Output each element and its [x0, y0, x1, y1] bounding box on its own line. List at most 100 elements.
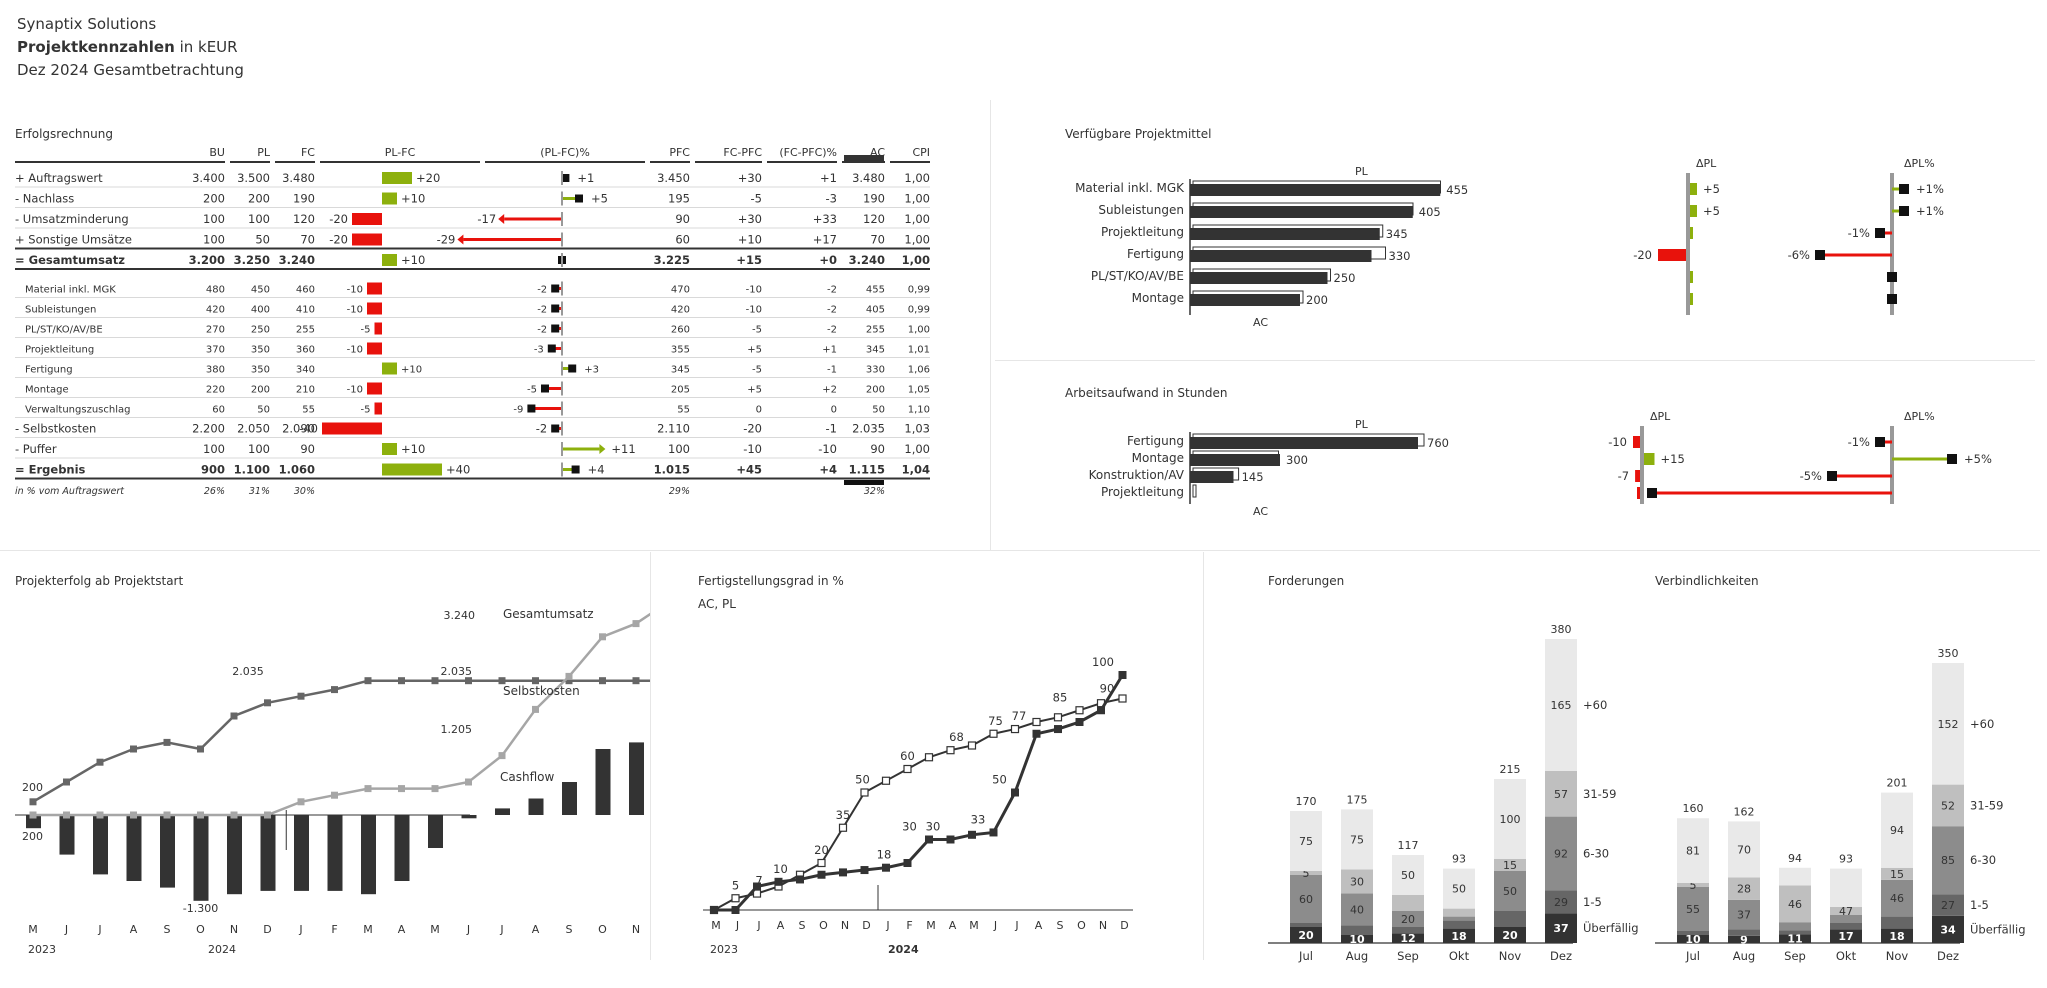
- cell-fcpfc: 0: [756, 405, 762, 416]
- pl-point: [1010, 724, 1020, 734]
- total-label: 93: [1839, 853, 1853, 866]
- cell-ac: 2.035: [852, 422, 885, 436]
- row-label: - Puffer: [15, 442, 57, 456]
- cell-pl: 3.250: [234, 253, 270, 267]
- row-label: Projektleitung: [25, 345, 94, 356]
- selbstkosten-point: [230, 712, 238, 720]
- segment-label: 50: [1452, 883, 1466, 896]
- delta-bar: [382, 172, 412, 184]
- delta-label: -5: [361, 325, 371, 336]
- ac-bar: [1190, 437, 1418, 449]
- month-label: A: [1035, 919, 1043, 932]
- month-label: M: [363, 923, 373, 936]
- cell-fcpfc: -10: [746, 285, 762, 296]
- ac-bar: [1190, 250, 1372, 262]
- gesamtumsatz-point: [532, 705, 539, 713]
- month-label: S: [1057, 919, 1064, 932]
- selbstkosten-point: [565, 677, 573, 685]
- delta-label: -10: [347, 385, 363, 396]
- month-label: J: [993, 919, 997, 932]
- stack-segment: [1881, 867, 1913, 880]
- pct-marker: [547, 344, 556, 353]
- cell-cpi: 1,00: [908, 325, 930, 336]
- cell-fcpfc: -5: [752, 365, 762, 376]
- cell-ac: 50: [872, 405, 885, 416]
- pct-marker: [551, 424, 560, 433]
- delta-label: -10: [347, 285, 363, 296]
- cell-pfc: 260: [671, 325, 690, 336]
- cell-pl: 31%: [249, 486, 270, 497]
- ac-point: [903, 859, 912, 867]
- stack-segment: [1677, 818, 1709, 883]
- pl-point: [817, 858, 826, 868]
- stack-segment: [1341, 925, 1373, 935]
- cell-fcpfcp: -10: [818, 442, 837, 456]
- cell-fc: 210: [296, 385, 315, 396]
- point-label: 10: [773, 862, 788, 876]
- ac-point: [796, 875, 804, 884]
- category-label: Fertigung: [1127, 247, 1184, 261]
- category-label: Jul: [1298, 949, 1313, 963]
- segment-label: 20: [1298, 929, 1314, 942]
- month-label: F: [906, 919, 912, 932]
- selbstkosten-point: [264, 699, 271, 707]
- segment-label: 28: [1737, 883, 1751, 896]
- delta-pct-label: +1%: [1916, 182, 1944, 196]
- segment-label: 17: [1838, 930, 1853, 943]
- delta-bar: [382, 192, 397, 205]
- cashflow-bar: [361, 815, 376, 895]
- delta-pct-marker: [1647, 488, 1657, 498]
- divider-bottom-2: [1203, 552, 1204, 960]
- stack-segment: [1677, 931, 1709, 935]
- delta-label: +10: [401, 365, 422, 376]
- delta-label: +10: [401, 253, 425, 267]
- selbstkosten-point: [197, 745, 204, 753]
- cell-ac: 70: [870, 233, 885, 247]
- cell-cpi: 1,10: [908, 405, 930, 416]
- stack-segment: [1779, 930, 1811, 935]
- segment-label: 81: [1686, 845, 1700, 858]
- point-label: 50: [855, 773, 870, 787]
- row-label: Material inkl. MGK: [25, 285, 116, 296]
- stack-segment: [1830, 929, 1862, 943]
- cell-cpi: 1,00: [904, 171, 930, 185]
- selbstkosten-point: [599, 677, 606, 685]
- cashflow-bar: [93, 815, 108, 875]
- ac-bar: [1190, 294, 1300, 306]
- pct-marker: [568, 364, 577, 373]
- company-name: Synaptix Solutions: [17, 15, 157, 33]
- payables-chart: 1055581160Jul9372870162Aug114694Sep17479…: [1655, 647, 2026, 963]
- pct-arrow: [498, 214, 505, 224]
- point-label: 77: [1012, 709, 1027, 723]
- category-label: Subleistungen: [1098, 203, 1184, 217]
- month-label: M: [969, 919, 979, 932]
- cashflow-bar: [528, 798, 544, 815]
- stack-segment: [1677, 883, 1709, 887]
- selbstkosten-point: [632, 677, 640, 685]
- stack-segment: [1779, 934, 1811, 943]
- total-label: 170: [1296, 795, 1317, 808]
- month-label: D: [1120, 919, 1128, 932]
- month-label: A: [949, 919, 957, 932]
- cell-ac: 32%: [864, 486, 885, 497]
- pct-marker: [551, 304, 560, 313]
- report-title-bold: Projektkennzahlen: [17, 38, 175, 56]
- stack-segment: [1545, 913, 1577, 943]
- delta-bar: [1635, 470, 1640, 482]
- gesamtumsatz-point: [63, 811, 70, 819]
- cell-pfc: 90: [675, 212, 690, 226]
- row-label: Fertigung: [25, 365, 73, 376]
- segment-label: 20: [1401, 913, 1415, 926]
- cashflow-bar: [294, 815, 309, 891]
- stack-segment: [1728, 929, 1760, 936]
- column-header: FC-PFC: [723, 146, 762, 159]
- cell-fcpfcp: 0: [831, 405, 837, 416]
- ac-point: [1011, 788, 1019, 797]
- cell-pfc: 55: [677, 405, 690, 416]
- delta-bar: [1644, 453, 1655, 465]
- cashflow-bar: [227, 815, 242, 895]
- ac-bar: [1190, 272, 1328, 284]
- total-label: 350: [1938, 647, 1959, 660]
- point-label: 75: [988, 714, 1003, 728]
- cashflow-bar: [260, 815, 276, 891]
